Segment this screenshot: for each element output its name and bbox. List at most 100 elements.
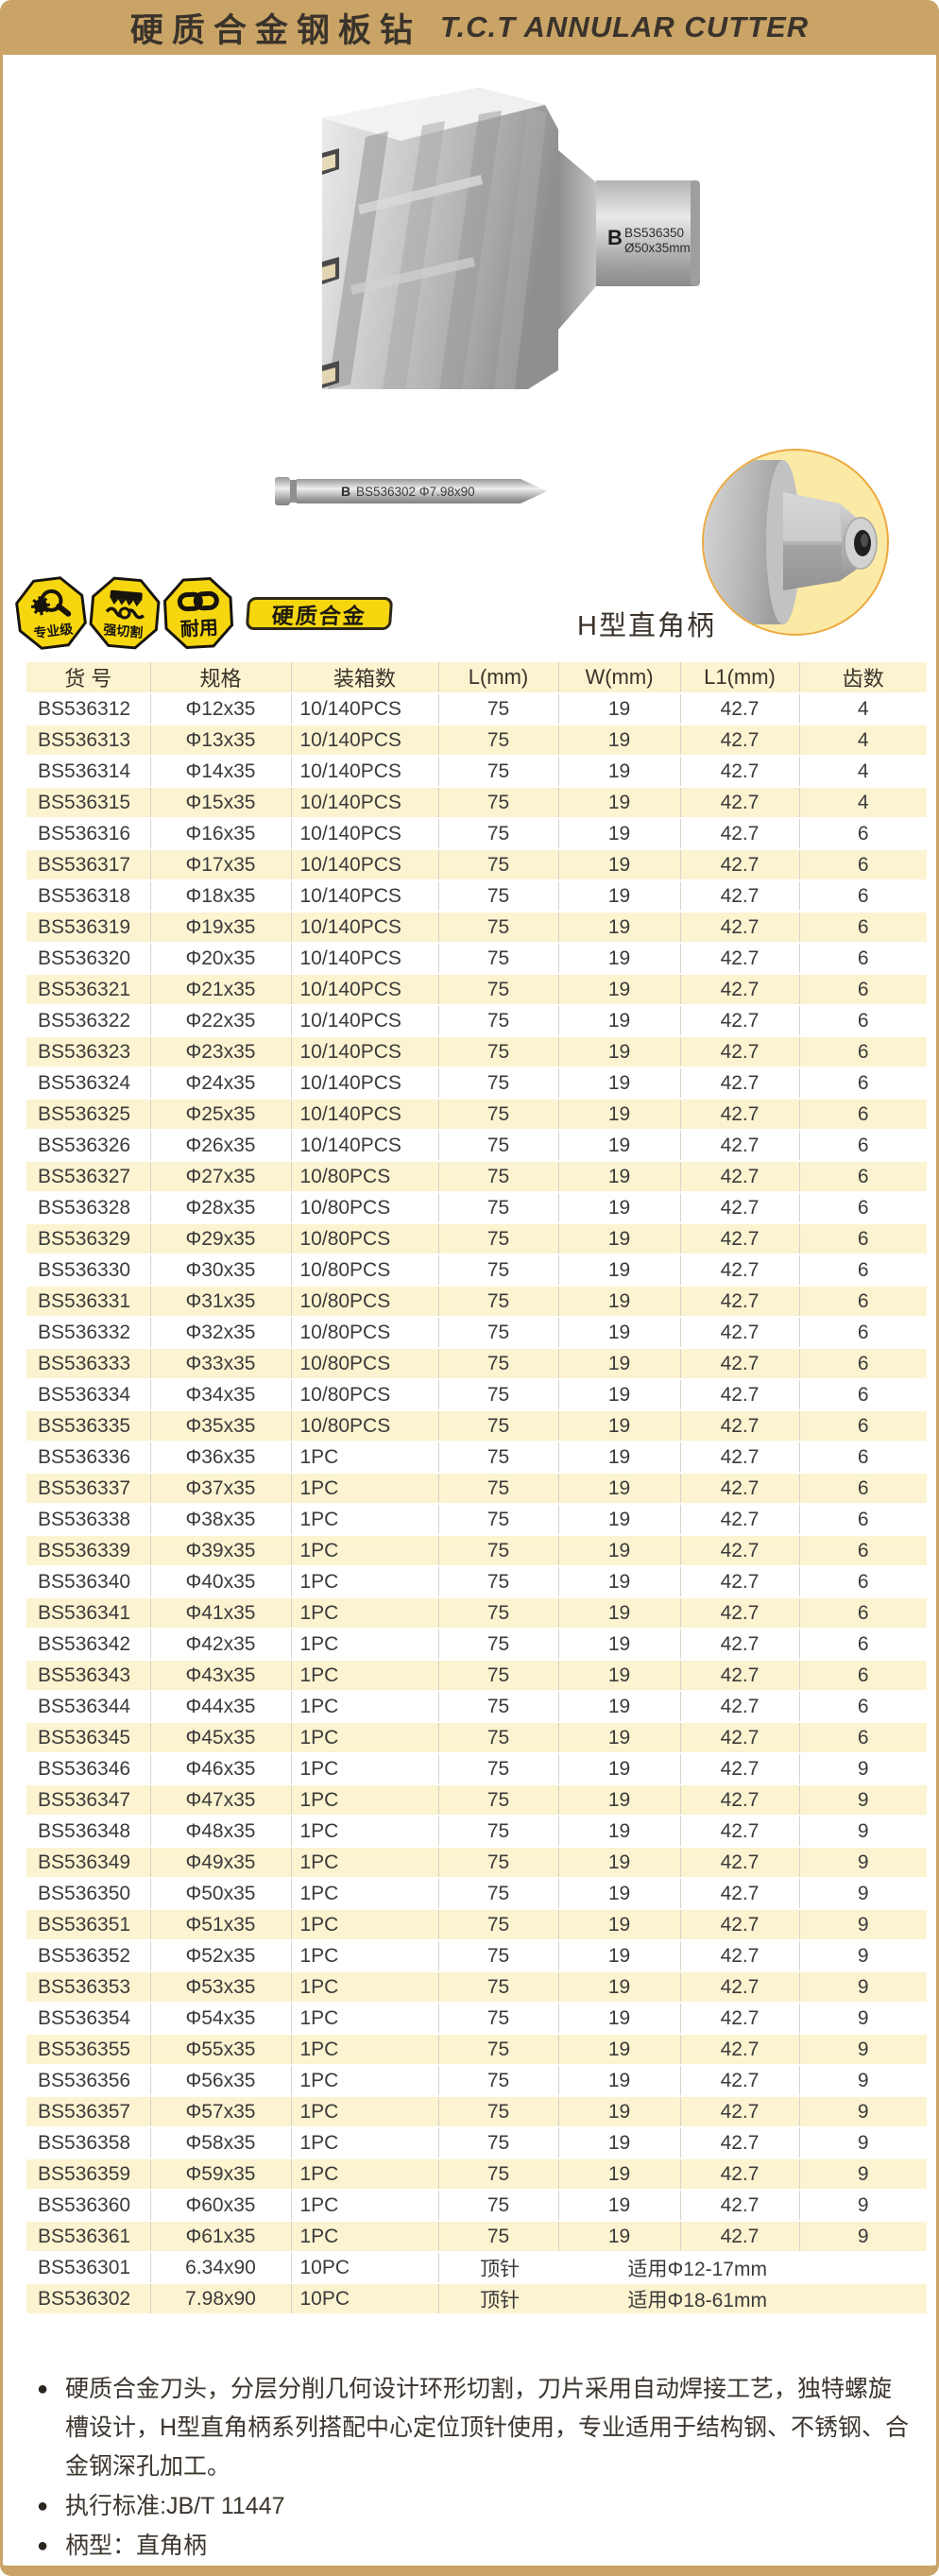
table-cell: Φ46x35 [150, 1753, 292, 1785]
table-cell: BS536345 [26, 1722, 151, 1754]
table-cell: 10/140PCS [291, 756, 439, 788]
bullet-icon: ● [37, 2535, 49, 2556]
table-cell: 42.7 [680, 1753, 800, 1785]
table-cell: 10/80PCS [291, 1286, 439, 1318]
table-cell: 10/140PCS [291, 1005, 439, 1037]
table-cell: 6 [799, 1691, 927, 1723]
table-row: BS536333 Φ33x35 10/80PCS 75 19 42.7 6 [26, 1348, 927, 1380]
table-cell: 42.7 [680, 1099, 800, 1131]
table-row: BS536343 Φ43x35 1PC 75 19 42.7 6 [26, 1660, 927, 1692]
table-cell: Φ55x35 [150, 2034, 292, 2066]
table-cell: 19 [558, 1067, 681, 1100]
table-cell: 10/80PCS [291, 1254, 439, 1287]
table-cell: BS536342 [26, 1629, 151, 1661]
table-cell: BS536347 [26, 1784, 151, 1817]
table-cell: 19 [558, 1909, 681, 1941]
brand-logo: B [607, 226, 623, 249]
table-cell: 75 [438, 1504, 559, 1536]
table-cell: BS536336 [26, 1442, 151, 1474]
table-row: BS536318 Φ18x35 10/140PCS 75 19 42.7 6 [26, 880, 927, 913]
table-cell: Φ34x35 [150, 1379, 292, 1411]
table-cell: 10/140PCS [291, 912, 439, 944]
table-cell: 1PC [291, 1847, 439, 1879]
annular-cutter-illustration: B BS536350 Ø50x35mm [322, 88, 700, 389]
table-cell: BS536360 [26, 2190, 151, 2222]
table-row: BS536313 Φ13x35 10/140PCS 75 19 42.7 4 [26, 725, 927, 757]
table-row: BS536358 Φ58x35 1PC 75 19 42.7 9 [26, 2127, 927, 2159]
table-cell: Φ41x35 [150, 1597, 292, 1629]
badge-label: 强切割 [102, 622, 144, 640]
table-cell: 19 [558, 1971, 681, 2004]
table-cell: 6 [799, 974, 927, 1006]
table-cell: 19 [558, 1878, 681, 1910]
table-cell: 1PC [291, 2127, 439, 2159]
table-cell: 42.7 [680, 1535, 800, 1567]
table-row: BS536352 Φ52x35 1PC 75 19 42.7 9 [26, 1940, 927, 1972]
table-cell: 19 [558, 1192, 681, 1224]
table-cell: 6 [799, 1036, 927, 1068]
table-cell: 19 [558, 2003, 681, 2035]
table-cell: 19 [558, 1410, 681, 1442]
table-cell: 9 [799, 2096, 927, 2128]
pin-fit-label: 适用Φ12-17mm [627, 2258, 767, 2280]
table-cell: Φ22x35 [150, 1005, 292, 1037]
table-cell: 75 [438, 1067, 559, 1100]
table-cell: 10/140PCS [291, 880, 439, 913]
table-cell: 75 [438, 1192, 559, 1224]
table-cell: 75 [438, 1597, 559, 1629]
table-cell: 42.7 [680, 1005, 800, 1037]
table-cell: 9 [799, 2003, 927, 2035]
badge-durable: 耐用 [162, 575, 235, 651]
page-header: 硬质合金钢板钻 T.C.T ANNULAR CUTTER [3, 3, 936, 55]
table-cell: 9 [799, 2127, 927, 2159]
table-cell: Φ35x35 [150, 1410, 292, 1442]
table-cell: 19 [558, 1130, 681, 1162]
table-cell: BS536312 [26, 693, 151, 725]
table-cell: 10/140PCS [291, 943, 439, 975]
table-cell: Φ12x35 [150, 693, 292, 725]
pin-label: BS536302 Φ7.98x90 [356, 485, 475, 499]
table-cell: Φ59x35 [150, 2158, 292, 2191]
table-cell: Φ39x35 [150, 1535, 292, 1567]
table-cell: 1PC [291, 2034, 439, 2066]
table-cell: 10/80PCS [291, 1192, 439, 1224]
table-cell: 1PC [291, 2065, 439, 2097]
table-row: BS536321 Φ21x35 10/140PCS 75 19 42.7 6 [26, 974, 927, 1006]
table-cell: 75 [438, 1036, 559, 1068]
table-row: BS536312 Φ12x35 10/140PCS 75 19 42.7 4 [26, 693, 927, 725]
table-row-pin: BS536302 7.98x90 10PC 顶针 适用Φ18-61mm [26, 2283, 927, 2315]
table-cell: Φ49x35 [150, 1847, 292, 1879]
shank-detail-image [700, 447, 891, 638]
table-cell: 9 [799, 2158, 927, 2191]
table-cell: 19 [558, 725, 681, 757]
table-cell: 10/80PCS [291, 1348, 439, 1380]
table-row: BS536341 Φ41x35 1PC 75 19 42.7 6 [26, 1597, 927, 1629]
table-cell: 19 [558, 693, 681, 725]
table-cell: 1PC [291, 1629, 439, 1661]
table-cell: 6 [799, 1099, 927, 1131]
table-cell: 1PC [291, 1660, 439, 1692]
table-cell: 6 [799, 1192, 927, 1224]
bullet-icon: ● [37, 2379, 49, 2399]
table-cell: 42.7 [680, 1629, 800, 1661]
table-row: BS536329 Φ29x35 10/80PCS 75 19 42.7 6 [26, 1223, 927, 1255]
pilot-pin-illustration: B BS536302 Φ7.98x90 [275, 477, 547, 505]
table-cell: BS536322 [26, 1005, 151, 1037]
table-cell-span: 顶针 适用Φ18-61mm [438, 2283, 927, 2315]
table-cell: 75 [438, 1816, 559, 1848]
table-cell: BS536341 [26, 1597, 151, 1629]
table-cell: 42.7 [680, 1816, 800, 1848]
table-cell: Φ45x35 [150, 1722, 292, 1754]
table-cell: BS536354 [26, 2003, 151, 2035]
table-cell: 19 [558, 2158, 681, 2191]
column-header: 齿数 [799, 662, 927, 694]
column-header: 货 号 [26, 662, 151, 694]
table-cell: 42.7 [680, 2158, 800, 2191]
table-row: BS536350 Φ50x35 1PC 75 19 42.7 9 [26, 1878, 927, 1910]
table-cell: 75 [438, 1161, 559, 1193]
table-cell: 19 [558, 2096, 681, 2128]
table-cell: 19 [558, 1940, 681, 1972]
table-row: BS536338 Φ38x35 1PC 75 19 42.7 6 [26, 1504, 927, 1536]
table-cell: 1PC [291, 1909, 439, 1941]
table-cell: 75 [438, 2003, 559, 2035]
